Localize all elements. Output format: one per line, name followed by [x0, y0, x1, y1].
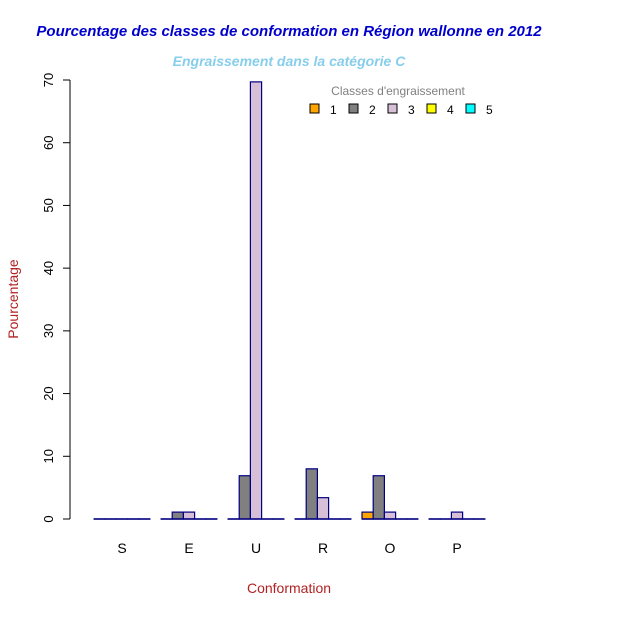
bar-R-3 — [316, 497, 330, 520]
bar-O-1 — [361, 511, 374, 520]
y-tick-label: 10 — [41, 449, 56, 463]
chart-subtitle: Engraissement dans la catégorie C — [173, 53, 407, 69]
bar-E-2 — [171, 511, 184, 520]
legend-label: 2 — [369, 103, 376, 117]
legend-label: 4 — [447, 103, 454, 117]
x-tick-label: U — [251, 540, 261, 556]
x-tick-label: S — [117, 540, 126, 556]
y-axis-label: Pourcentage — [5, 259, 21, 339]
legend-label: 1 — [330, 103, 337, 117]
bar-O-2 — [372, 475, 386, 520]
x-tick-label: E — [184, 540, 193, 556]
chart-title: Pourcentage des classes de conformation … — [36, 23, 542, 40]
x-tick-label: P — [452, 540, 461, 556]
bar-U-2 — [238, 475, 251, 520]
legend-title: Classes d'engraissement — [331, 84, 465, 98]
x-tick-label: R — [318, 540, 328, 556]
bar-U-3 — [249, 81, 263, 520]
bar-P-3 — [450, 511, 464, 520]
y-tick-label: 30 — [41, 324, 56, 338]
y-tick-label: 60 — [41, 135, 56, 149]
legend-label: 5 — [486, 103, 493, 117]
y-tick-label: 0 — [41, 515, 56, 522]
bar-E-3 — [182, 511, 196, 520]
y-tick-label: 20 — [41, 386, 56, 400]
legend-swatch — [387, 103, 398, 114]
legend-label: 3 — [408, 103, 415, 117]
bar-R-2 — [305, 468, 319, 520]
legend-swatch — [348, 103, 359, 114]
y-tick-label: 50 — [41, 198, 56, 212]
x-tick-label: O — [385, 540, 396, 556]
legend-swatch — [309, 103, 320, 114]
legend-swatch — [465, 103, 476, 114]
bar-O-3 — [383, 511, 397, 520]
y-tick-label: 40 — [41, 261, 56, 275]
legend-swatch — [426, 103, 437, 114]
x-axis-label: Conformation — [247, 580, 331, 596]
y-tick-label: 70 — [41, 73, 56, 87]
